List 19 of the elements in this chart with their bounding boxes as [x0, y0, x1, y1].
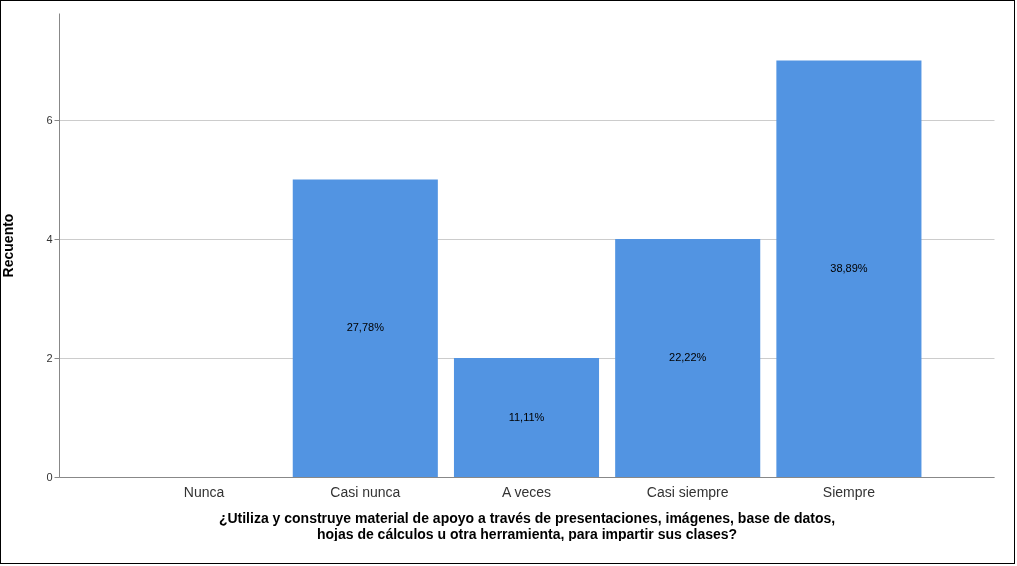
x-tick-label: Nunca — [183, 483, 225, 500]
annotation: 38,89% — [830, 261, 868, 274]
bar — [776, 60, 922, 477]
x-tick-label: Casi siempre — [646, 483, 729, 500]
bar — [292, 179, 438, 477]
annotation: 11,11% — [508, 410, 545, 423]
y-tick-label: 6 — [46, 113, 53, 126]
x-tick-label: Siempre — [822, 483, 876, 500]
x-axis-title: ¿Utiliza y construye material de apoyo a través de presentaciones, imágenes, base de datos, hojas de cálculos u otra herramienta, para impartir sus clases? — [218, 509, 836, 542]
annotation: 22,22% — [669, 351, 707, 364]
y-tick-label: 2 — [46, 351, 53, 364]
y-tick-label: 4 — [46, 232, 53, 245]
y-tick-label: 0 — [46, 470, 53, 483]
bar — [453, 358, 600, 477]
x-tick-label: Casi nunca — [330, 483, 401, 500]
annotation: 27,78% — [346, 321, 385, 334]
bar — [615, 239, 761, 477]
x-tick-label: A veces — [501, 483, 552, 500]
y-axis-title: Recuento — [0, 213, 17, 278]
